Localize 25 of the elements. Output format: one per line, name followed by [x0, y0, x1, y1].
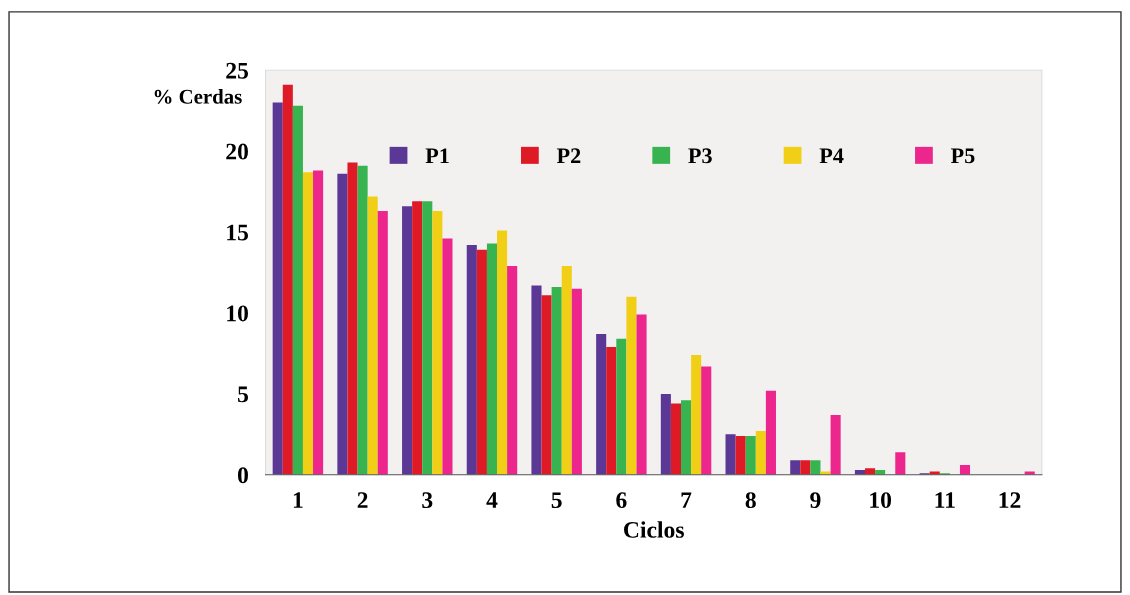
- legend-label: P1: [425, 148, 449, 164]
- x-tick-label: 8: [745, 492, 756, 509]
- y-tick-label: 0: [237, 467, 248, 484]
- x-tick-label: 2: [357, 492, 368, 508]
- x-tick-label: 10: [870, 492, 892, 509]
- x-axis-title: Ciclos: [624, 521, 684, 538]
- legend-label: P5: [950, 148, 975, 164]
- y-tick-label: 15: [227, 224, 249, 241]
- x-tick-label: 9: [810, 492, 821, 509]
- x-tick-label: 4: [486, 492, 498, 508]
- x-tick-label: 11: [935, 492, 955, 508]
- x-tick-label: 6: [616, 492, 627, 509]
- x-tick-label: 5: [551, 492, 562, 509]
- y-tick-label: 25: [226, 62, 249, 79]
- y-tick-label: 5: [238, 386, 249, 403]
- legend-label: P3: [688, 148, 712, 164]
- y-axis-title: % Cerdas: [154, 89, 242, 104]
- legend-label: P4: [819, 148, 844, 164]
- x-tick-label: 7: [681, 492, 692, 508]
- legend-label: P2: [556, 148, 581, 164]
- y-tick-label: 20: [226, 143, 248, 160]
- x-tick-label: 12: [999, 492, 1021, 508]
- x-tick-label: 1: [293, 492, 303, 508]
- y-tick-label: 10: [227, 305, 248, 322]
- x-tick-label: 3: [422, 492, 433, 509]
